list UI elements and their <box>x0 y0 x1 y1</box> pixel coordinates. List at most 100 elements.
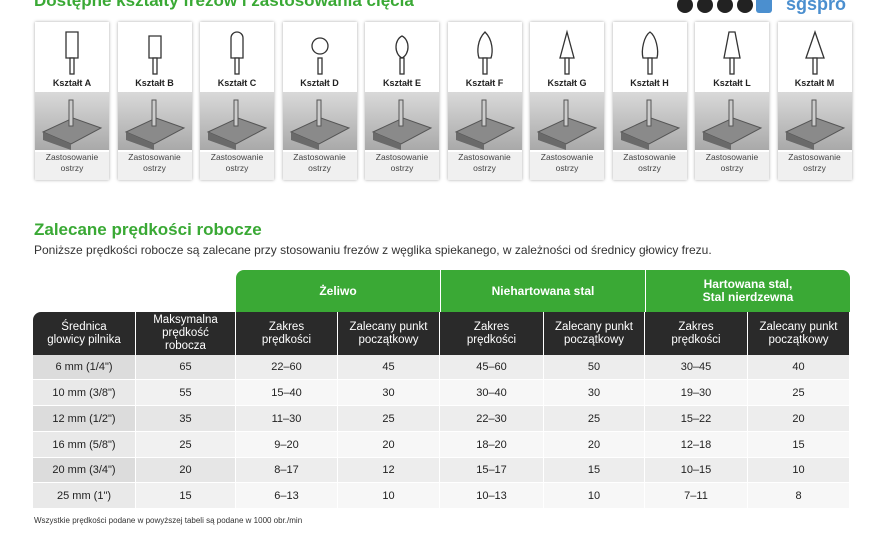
application-image <box>777 92 852 150</box>
application-image <box>365 92 439 150</box>
shape-label: Kształt D <box>300 78 339 88</box>
shape-caption: Zastosowanie ostrzy <box>35 152 109 180</box>
shape-icon <box>804 30 825 75</box>
application-drawing <box>41 99 103 150</box>
application-drawing <box>701 99 763 150</box>
shape-icon <box>147 35 162 75</box>
shape-label: Kształt A <box>52 78 92 88</box>
column-header: Maksymalna prędkość robocza <box>136 312 235 355</box>
footnote: Wszystkie prędkości podane w powyższej t… <box>34 516 303 525</box>
application-image <box>200 92 274 150</box>
table-cell: 25 <box>748 380 849 405</box>
shape-icon <box>310 37 329 75</box>
table-cell: 35 <box>136 406 235 431</box>
table-cell: 55 <box>136 380 235 405</box>
shape-caption: Zastosowanie ostrzy <box>530 152 604 180</box>
table-cell: 25 <box>338 406 439 431</box>
shape-card: Kształt A Zastosowanie ostrzy <box>35 22 109 180</box>
shape-caption: Zastosowanie ostrzy <box>200 152 274 180</box>
table-cell: 6 mm (1/4") <box>33 355 135 379</box>
shape-caption: Zastosowanie ostrzy <box>365 152 439 180</box>
table-cell: 18–20 <box>440 432 543 457</box>
table-cell: 25 mm (1") <box>33 483 135 508</box>
shape-caption: Zastosowanie ostrzy <box>612 152 687 180</box>
table-cell: 10 <box>544 483 644 508</box>
page-title: Dostępne kształty frezów i zastosowania … <box>34 0 414 10</box>
group-header: Żeliwo <box>236 270 440 312</box>
table-cell: 30–40 <box>440 380 543 405</box>
table-cell: 65 <box>136 355 235 379</box>
shape-card: Kształt E Zastosowanie ostrzy <box>365 22 439 180</box>
shape-label: Kształt E <box>382 78 421 88</box>
column-header: Zakres prędkości <box>236 312 337 355</box>
column-header: Zakres prędkości <box>645 312 747 355</box>
shape-icon <box>65 31 79 75</box>
shape-icon <box>723 31 741 75</box>
table-cell: 12–18 <box>645 432 747 457</box>
shape-icon <box>230 31 244 75</box>
application-image <box>530 92 604 150</box>
application-image <box>117 92 192 150</box>
logo: sgspro <box>676 0 846 15</box>
table-cell: 15 <box>136 483 235 508</box>
table-cell: 10–13 <box>440 483 543 508</box>
shape-label: Kształt B <box>135 78 174 88</box>
table-cell: 30 <box>544 380 644 405</box>
shape-label: Kształt L <box>713 78 751 88</box>
table-cell: 7–11 <box>645 483 747 508</box>
application-image <box>447 92 522 150</box>
table-cell: 11–30 <box>236 406 337 431</box>
application-drawing <box>619 99 680 150</box>
shape-card: Kształt L Zastosowanie ostrzy <box>695 22 769 180</box>
table-cell: 10 <box>338 483 439 508</box>
shape-caption: Zastosowanie ostrzy <box>695 152 769 180</box>
table-cell: 16 mm (5/8") <box>33 432 135 457</box>
table-cell: 6–13 <box>236 483 337 508</box>
column-header: Zalecany punkt początkowy <box>748 312 849 355</box>
shape-caption: Zastosowanie ostrzy <box>117 152 192 180</box>
shape-caption: Zastosowanie ostrzy <box>777 152 852 180</box>
table-cell: 10 <box>748 458 849 482</box>
shape-label: Kształt H <box>630 78 669 88</box>
application-image <box>695 92 769 150</box>
table-cell: 25 <box>544 406 644 431</box>
table-cell: 19–30 <box>645 380 747 405</box>
table-cell: 20 mm (3/4") <box>33 458 135 482</box>
logo-text: sgspro <box>785 0 846 14</box>
table-cell: 9–20 <box>236 432 337 457</box>
shape-label: Kształt F <box>465 78 504 88</box>
application-image <box>35 92 109 150</box>
shape-icon <box>559 29 575 75</box>
application-drawing <box>371 99 433 150</box>
shape-card: Kształt C Zastosowanie ostrzy <box>200 22 274 180</box>
application-drawing <box>206 99 268 150</box>
section-subtitle: Poniższe prędkości robocze są zalecane p… <box>34 243 712 257</box>
table-cell: 15 <box>748 432 849 457</box>
table-cell: 15–40 <box>236 380 337 405</box>
shape-label: Kształt G <box>547 78 587 88</box>
shape-card: Kształt G Zastosowanie ostrzy <box>530 22 604 180</box>
shape-card: Kształt D Zastosowanie ostrzy <box>282 22 357 180</box>
group-header: Hartowana stal, Stal nierdzewna <box>646 270 850 312</box>
table-cell: 10 mm (3/8") <box>33 380 135 405</box>
shape-caption: Zastosowanie ostrzy <box>447 152 522 180</box>
table-cell: 20 <box>544 432 644 457</box>
application-drawing <box>784 99 845 150</box>
table-cell: 15–22 <box>645 406 747 431</box>
table-cell: 8 <box>748 483 849 508</box>
table-cell: 20 <box>748 406 849 431</box>
table-cell: 30 <box>338 380 439 405</box>
table-cell: 30–45 <box>645 355 747 379</box>
application-drawing <box>124 99 185 150</box>
column-header: Zalecany punkt początkowy <box>544 312 644 355</box>
table-cell: 12 mm (1/2") <box>33 406 135 431</box>
table-cell: 50 <box>544 355 644 379</box>
group-header: Niehartowana stal <box>441 270 645 312</box>
shape-label: Kształt M <box>794 78 835 88</box>
table-cell: 12 <box>338 458 439 482</box>
section-title: Zalecane prędkości robocze <box>34 220 262 239</box>
table-cell: 15 <box>544 458 644 482</box>
column-header: Średnica glowicy pilnika <box>33 312 135 355</box>
table-cell: 10–15 <box>645 458 747 482</box>
shape-icon <box>395 35 409 75</box>
